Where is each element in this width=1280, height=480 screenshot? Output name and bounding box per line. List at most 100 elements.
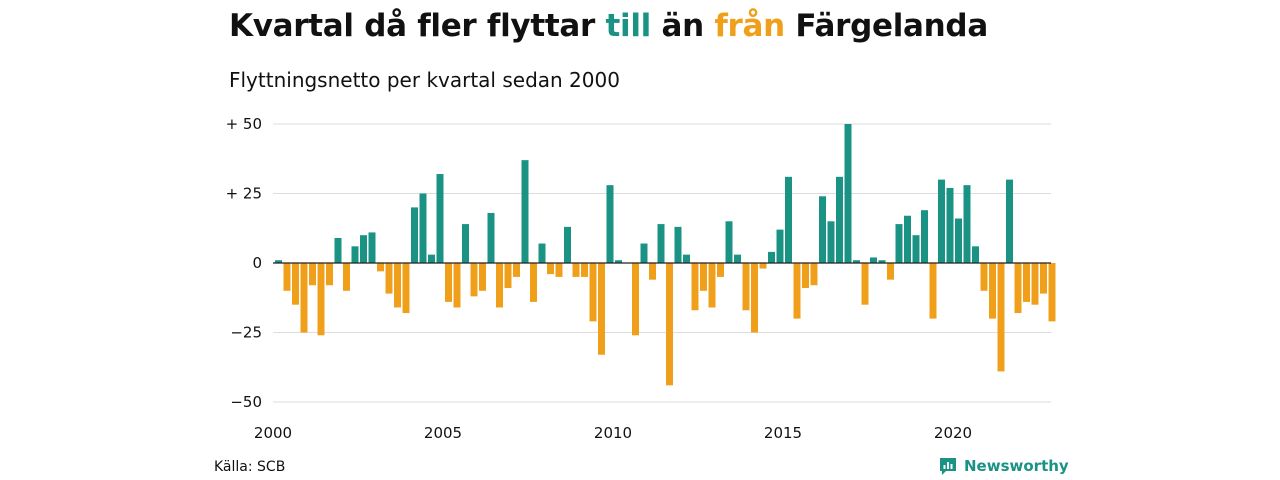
bar (921, 210, 928, 263)
bar (1023, 263, 1030, 302)
bar (589, 263, 597, 322)
bar (649, 263, 656, 280)
bar (470, 263, 478, 297)
bar (870, 257, 877, 263)
bar (929, 263, 937, 319)
bar (1014, 263, 1022, 314)
y-tick-label: + 50 (226, 115, 262, 133)
bar (317, 263, 325, 336)
bar (598, 263, 605, 355)
y-tick-label: −50 (230, 393, 262, 411)
bar (555, 263, 563, 277)
bar (989, 263, 996, 319)
brand-name: Newsworthy (964, 457, 1069, 475)
title-word-fran: från (714, 8, 785, 44)
bar (564, 226, 571, 263)
bar (751, 263, 758, 333)
bar (521, 160, 529, 263)
bar (980, 263, 988, 291)
bar (972, 246, 979, 263)
y-tick-label: + 25 (226, 185, 262, 203)
bar (360, 235, 367, 263)
bar (436, 174, 444, 263)
bar (275, 260, 282, 263)
bar (887, 263, 894, 280)
bar (309, 263, 316, 286)
bar (615, 260, 622, 263)
bar (411, 207, 418, 263)
bar (504, 263, 512, 289)
bar (283, 263, 291, 291)
bar (853, 260, 860, 263)
bar (946, 187, 954, 263)
bar (351, 246, 359, 263)
bar (708, 263, 716, 308)
bar (827, 221, 835, 263)
bar (776, 229, 784, 263)
y-tick-label: −25 (230, 324, 262, 342)
bar (878, 260, 886, 263)
bar (632, 263, 639, 336)
bar (836, 176, 843, 263)
bar (904, 215, 911, 263)
bar (793, 263, 801, 319)
bar (895, 224, 903, 263)
bar (368, 232, 376, 263)
bar (479, 263, 486, 291)
bar (768, 251, 775, 263)
title-part1: Kvartal då fler flyttar (229, 8, 606, 44)
bar (462, 224, 469, 263)
bar (759, 263, 767, 269)
bar (1031, 263, 1039, 305)
bar (581, 263, 588, 277)
x-tick-label: 2015 (764, 424, 802, 442)
bar (453, 263, 461, 308)
bar (292, 263, 299, 305)
bar (912, 235, 920, 263)
bar (377, 263, 384, 272)
x-axis-ticks: 2000 2005 2010 2015 2020 (254, 424, 972, 442)
newsworthy-logo[interactable]: Newsworthy (938, 456, 1069, 476)
bar (530, 263, 537, 302)
bar (938, 179, 945, 263)
source-note: Källa: SCB (214, 459, 286, 475)
bar (385, 263, 393, 294)
bar (428, 254, 435, 263)
bar (666, 263, 673, 386)
x-tick-label: 2010 (594, 424, 632, 442)
bar (496, 263, 503, 308)
bar (1040, 263, 1047, 294)
bar (343, 263, 350, 291)
bar (785, 176, 792, 263)
bar (844, 124, 852, 263)
newsworthy-logo-icon (940, 458, 956, 475)
bar (700, 263, 707, 291)
bar (572, 263, 580, 277)
title-part3: Färgelanda (784, 8, 988, 44)
bar (640, 243, 648, 263)
bar (547, 263, 554, 275)
bar (683, 254, 690, 263)
bar (674, 226, 682, 263)
bar (997, 263, 1005, 372)
bar (419, 193, 427, 263)
bar (487, 212, 495, 263)
bar (394, 263, 401, 308)
bar (742, 263, 750, 311)
bar (513, 263, 520, 277)
y-axis-ticks: + 50 + 25 0 −25 −50 (226, 115, 262, 411)
bar (955, 218, 962, 263)
bar (334, 237, 342, 263)
bars (275, 124, 1056, 386)
bar (606, 185, 614, 263)
bar (326, 263, 333, 286)
bar (725, 221, 733, 263)
bar (1048, 263, 1056, 322)
title-word-till: till (605, 8, 651, 44)
bar (819, 196, 826, 263)
grid-lines (273, 123, 1051, 403)
bar (861, 263, 869, 305)
x-tick-label: 2000 (254, 424, 292, 442)
bar (300, 263, 308, 333)
